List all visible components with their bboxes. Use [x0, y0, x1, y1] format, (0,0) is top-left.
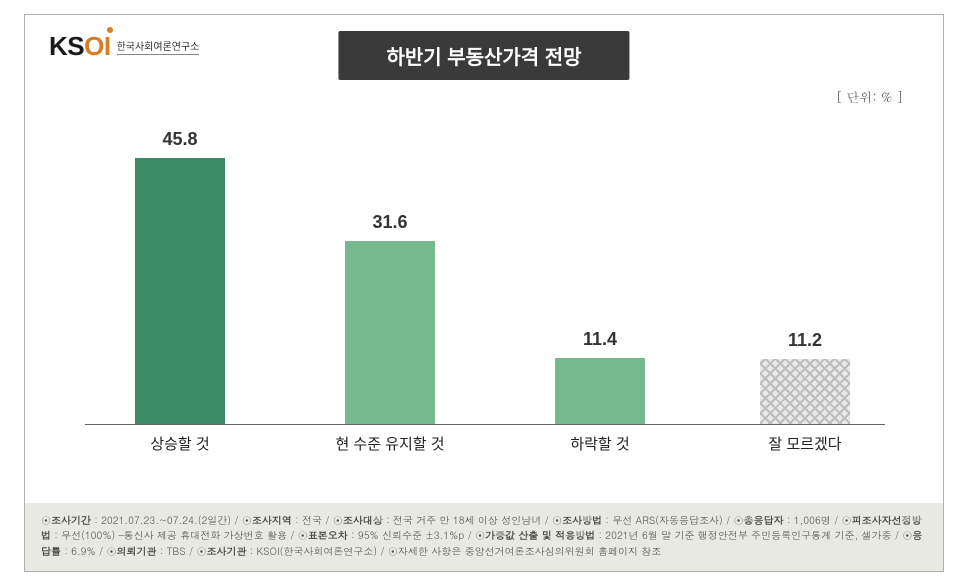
logo-mark-right: OI — [84, 31, 110, 61]
bar — [760, 359, 850, 424]
chart-title: 하반기 부동산가격 전망 — [338, 31, 629, 80]
category-label: 현 수준 유지할 것 — [290, 433, 490, 454]
category-label: 상승할 것 — [80, 433, 280, 454]
chart-area: 45.831.611.411.2 상승할 것현 수준 유지할 것하락할 것잘 모… — [85, 135, 885, 455]
category-label: 잘 모르겠다 — [705, 433, 905, 454]
value-label: 11.4 — [555, 329, 645, 350]
bar-group: 11.4 — [555, 134, 645, 424]
bar-group: 11.2 — [760, 134, 850, 424]
logo-dot-icon — [107, 27, 113, 33]
logo-subtitle: 한국사회여론연구소 — [117, 38, 200, 55]
logo: KSOI 한국사회여론연구소 — [49, 33, 199, 59]
value-label: 45.8 — [135, 129, 225, 150]
bar-group: 31.6 — [345, 134, 435, 424]
chart-frame: KSOI 한국사회여론연구소 하반기 부동산가격 전망 [ 단위: % ] 45… — [24, 14, 944, 572]
footnote: ⊙조사기간 : 2021.07.23.~07.24.(2일간) / ⊙조사지역 … — [25, 503, 943, 572]
bar — [345, 241, 435, 424]
plot-region: 45.8 31.6 11.4 11.2 — [85, 135, 885, 425]
logo-mark-left: KS — [49, 31, 84, 61]
bar — [555, 358, 645, 424]
category-label: 하락할 것 — [500, 433, 700, 454]
bar — [135, 158, 225, 424]
value-label: 31.6 — [345, 212, 435, 233]
logo-mark: KSOI — [49, 33, 111, 59]
value-label: 11.2 — [760, 330, 850, 351]
unit-label: [ 단위: % ] — [836, 87, 903, 106]
bar-group: 45.8 — [135, 134, 225, 424]
